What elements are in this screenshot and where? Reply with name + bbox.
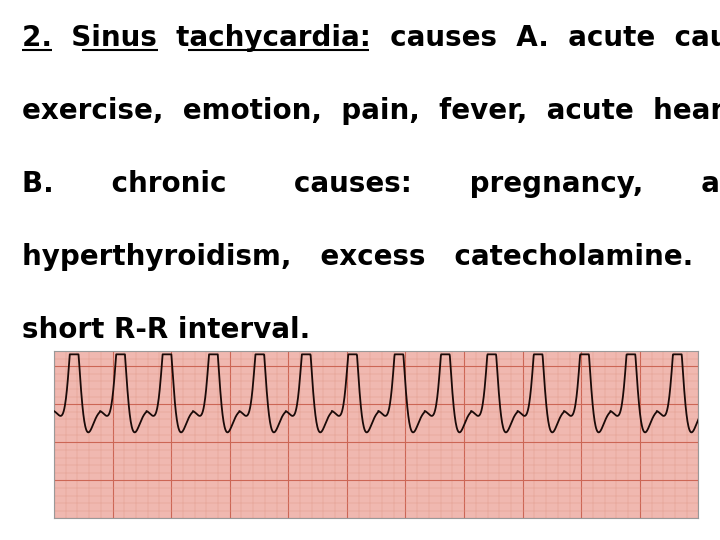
Text: hyperthyroidism,   excess   catecholamine.   ECG:: hyperthyroidism, excess catecholamine. E… <box>22 243 720 271</box>
Text: 2.  Sinus  tachycardia:  causes  A.  acute  causes:: 2. Sinus tachycardia: causes A. acute ca… <box>22 24 720 52</box>
Text: B.      chronic       causes:      pregnancy,      anemia,: B. chronic causes: pregnancy, anemia, <box>22 170 720 198</box>
Text: short R-R interval.: short R-R interval. <box>22 316 310 344</box>
Text: exercise,  emotion,  pain,  fever,  acute  heart  failure,: exercise, emotion, pain, fever, acute he… <box>22 97 720 125</box>
